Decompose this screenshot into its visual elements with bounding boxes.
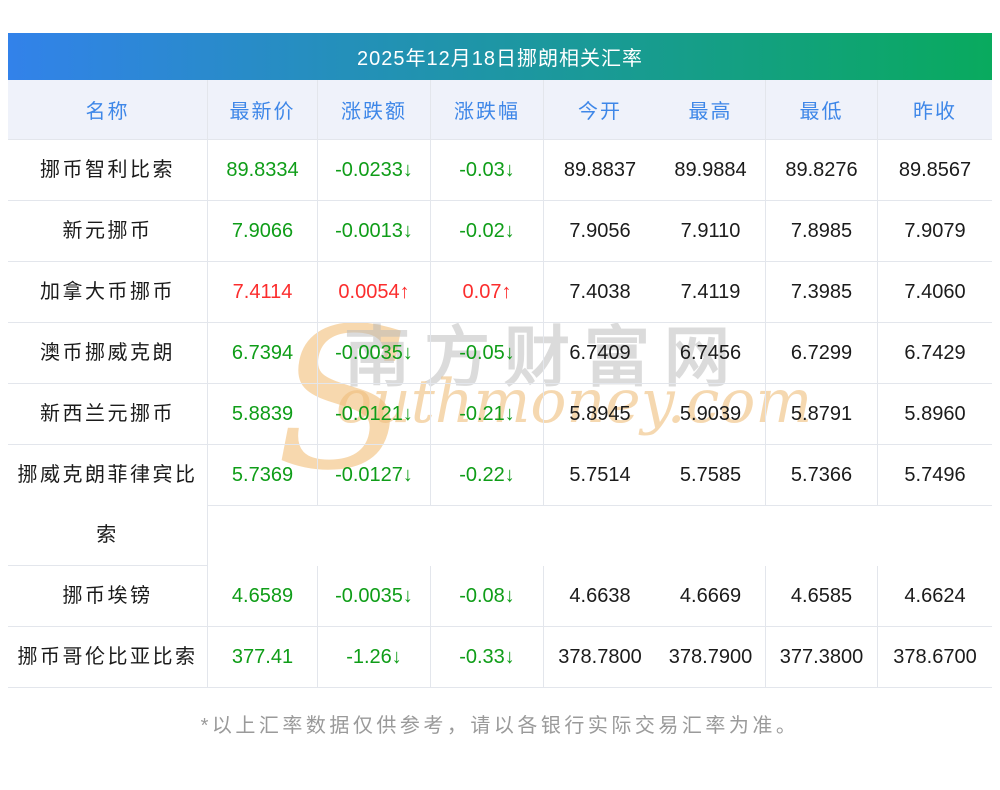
column-header-latest-price: 最新价 [208,80,318,140]
high-price: 89.9884 [656,140,766,201]
currency-pair-label: 挪币智利比索 [40,159,175,181]
change-amount: -0.0013↓ [318,201,431,262]
table-row: 挪币哥伦比亚比索 377.41 -1.26↓ -0.33↓ 378.7800 378.79… [8,627,992,688]
high-price: 5.7585 [656,445,766,506]
latest-price: 377.41 [208,627,318,688]
high-price: 7.4119 [656,262,766,323]
change-amount: -1.26↓ [318,627,431,688]
low-price: 6.7299 [766,323,878,384]
open-price: 5.8945 [544,384,656,445]
currency-pair-name: 挪币哥伦比亚比索 [8,627,208,688]
change-amount: 0.0054↑ [318,262,431,323]
high-price: 378.7900 [656,627,766,688]
table-row: 挪币智利比索 89.8334 -0.0233↓ -0.03↓ 89.8837 89.988… [8,140,992,201]
latest-price: 6.7394 [208,323,318,384]
currency-pair-label: 挪币埃镑 [62,585,153,607]
low-price: 5.8791 [766,384,878,445]
table-row: 澳币挪威克朗 6.7394 -0.0035↓ -0.05↓ 6.7409 6.7456 6.… [8,323,992,384]
change-amount: -0.0035↓ [318,566,431,627]
high-price: 5.9039 [656,384,766,445]
low-price: 7.3985 [766,262,878,323]
page-title: 2025年12月18日挪朗相关汇率 [8,33,992,80]
change-percent: -0.33↓ [431,627,544,688]
change-percent: -0.08↓ [431,566,544,627]
low-price: 89.8276 [766,140,878,201]
open-price: 89.8837 [544,140,656,201]
column-header-low-price: 最低 [766,80,878,140]
table-body: 挪币智利比索 89.8334 -0.0233↓ -0.03↓ 89.8837 89.988… [8,140,992,688]
change-percent: -0.02↓ [431,201,544,262]
latest-price: 4.6589 [208,566,318,627]
high-price: 7.9110 [656,201,766,262]
low-price: 4.6585 [766,566,878,627]
currency-pair-label: 挪威克朗菲律宾比索 [17,464,198,546]
change-percent: -0.05↓ [431,323,544,384]
table-row: 挪币埃镑 4.6589 -0.0035↓ -0.08↓ 4.6638 4.6669 4.65… [8,566,992,627]
table-row: 加拿大币挪币 7.4114 0.0054↑ 0.07↑ 7.4038 7.4119 7.39… [8,262,992,323]
currency-pair-label: 挪币哥伦比亚比索 [17,646,198,668]
change-percent: -0.03↓ [431,140,544,201]
table-row: 挪威克朗菲律宾比索 5.7369 -0.0127↓ -0.22↓ 5.7514 5.758… [8,445,992,566]
currency-pair-label: 新西兰元挪币 [40,403,175,425]
open-price: 6.7409 [544,323,656,384]
change-amount: -0.0233↓ [318,140,431,201]
currency-pair-name: 加拿大币挪币 [8,262,208,323]
prev-close: 378.6700 [878,627,992,688]
exchange-rate-page: 2025年12月18日挪朗相关汇率 S 南方财富网 outhmoney.com … [8,33,992,738]
prev-close: 5.7496 [878,445,992,506]
prev-close: 6.7429 [878,323,992,384]
prev-close: 89.8567 [878,140,992,201]
column-header-open-price: 今开 [544,80,656,140]
latest-price: 5.7369 [208,445,318,506]
currency-pair-name: 新元挪币 [8,201,208,262]
table-row: 新元挪币 7.9066 -0.0013↓ -0.02↓ 7.9056 7.9110 7.89… [8,201,992,262]
high-price: 4.6669 [656,566,766,627]
low-price: 377.3800 [766,627,878,688]
open-price: 5.7514 [544,445,656,506]
prev-close: 7.9079 [878,201,992,262]
high-price: 6.7456 [656,323,766,384]
currency-pair-label: 加拿大币挪币 [40,281,175,303]
header-row: 名称 最新价 涨跌额 涨跌幅 今开 最高 最低 昨收 [8,80,992,140]
latest-price: 5.8839 [208,384,318,445]
disclaimer-note: *以上汇率数据仅供参考，请以各银行实际交易汇率为准。 [200,715,800,737]
currency-pair-name: 挪威克朗菲律宾比索 [8,445,208,566]
change-amount: -0.0127↓ [318,445,431,506]
currency-pair-label: 新元挪币 [62,220,153,242]
change-amount: -0.0121↓ [318,384,431,445]
table-row: 新西兰元挪币 5.8839 -0.0121↓ -0.21↓ 5.8945 5.9039 5.… [8,384,992,445]
prev-close: 7.4060 [878,262,992,323]
column-header-prev-close: 昨收 [878,80,992,140]
prev-close: 4.6624 [878,566,992,627]
latest-price: 7.4114 [208,262,318,323]
currency-pair-name: 挪币埃镑 [8,566,208,627]
column-header-change-amount: 涨跌额 [318,80,431,140]
column-header-change-percent: 涨跌幅 [431,80,544,140]
low-price: 7.8985 [766,201,878,262]
open-price: 7.9056 [544,201,656,262]
column-header-high-price: 最高 [656,80,766,140]
change-percent: 0.07↑ [431,262,544,323]
change-amount: -0.0035↓ [318,323,431,384]
change-percent: -0.22↓ [431,445,544,506]
currency-pair-name: 挪币智利比索 [8,140,208,201]
prev-close: 5.8960 [878,384,992,445]
open-price: 378.7800 [544,627,656,688]
currency-pair-label: 澳币挪威克朗 [40,342,175,364]
latest-price: 7.9066 [208,201,318,262]
latest-price: 89.8334 [208,140,318,201]
open-price: 4.6638 [544,566,656,627]
currency-pair-name: 新西兰元挪币 [8,384,208,445]
column-header-currency-pair-name: 名称 [8,80,208,140]
low-price: 5.7366 [766,445,878,506]
currency-pair-name: 澳币挪威克朗 [8,323,208,384]
change-percent: -0.21↓ [431,384,544,445]
open-price: 7.4038 [544,262,656,323]
exchange-rate-table: S 南方财富网 outhmoney.com 名称 最新价 涨跌额 涨跌幅 今开 最高 最低昨… [8,80,992,688]
